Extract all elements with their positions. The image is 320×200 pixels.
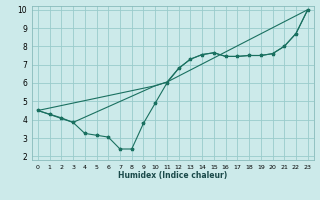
X-axis label: Humidex (Indice chaleur): Humidex (Indice chaleur)	[118, 171, 228, 180]
